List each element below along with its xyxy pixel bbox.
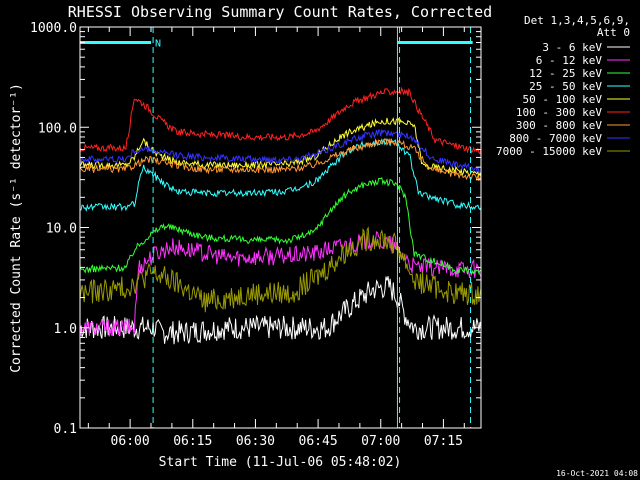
legend-label: 6 - 12 keV [536, 54, 603, 67]
legend-label: 50 - 100 keV [523, 93, 603, 106]
y-tick-label: 10.0 [46, 222, 77, 237]
legend-label: 3 - 6 keV [542, 41, 602, 54]
x-axis-label: Start Time (11-Jul-06 05:48:02) [159, 455, 402, 470]
series-line-5 [79, 86, 482, 155]
x-tick-label: 07:15 [424, 434, 463, 449]
axes: 0.1 1.0 10.0 100.0 1000.0 06:00 06:15 06:30 06:4… [30, 21, 481, 449]
y-tick-label: 1.0 [54, 322, 77, 337]
series-line-6 [79, 137, 482, 182]
series-layer [79, 86, 482, 345]
y-axis-label: Corrected Count Rate (s⁻¹ detector⁻¹) [9, 83, 24, 373]
legend-label: 800 - 7000 keV [509, 132, 602, 145]
series-line-8 [79, 226, 482, 313]
x-tick-label: 07:00 [361, 434, 400, 449]
series-line-2 [79, 177, 482, 277]
x-tick-label: 06:45 [299, 434, 338, 449]
observing-bar-label-0: N [155, 39, 161, 50]
legend-label: 25 - 50 keV [529, 80, 602, 93]
x-tick-label: 06:15 [173, 434, 212, 449]
x-tick-label: 06:00 [111, 434, 150, 449]
series-line-3 [79, 137, 482, 213]
y-tick-label: 100.0 [38, 121, 77, 136]
y-tick-label: 1000.0 [30, 21, 77, 36]
x-tick-label: 06:30 [236, 434, 275, 449]
legend-label: 12 - 25 keV [529, 67, 602, 80]
legend-label: 7000 - 15000 keV [496, 145, 602, 158]
chart-title: RHESSI Observing Summary Count Rates, Co… [68, 3, 492, 21]
series-line-0 [79, 276, 482, 345]
footer-date: 16-Oct-2021 04:08 [556, 469, 638, 478]
legend-header-line-1: Det 1,3,4,5,6,9, [524, 14, 630, 27]
legend-label: 300 - 800 keV [516, 119, 602, 132]
y-tick-label: 0.1 [54, 422, 77, 437]
legend-header-line-2: Att 0 [597, 26, 630, 39]
series-line-7 [79, 128, 481, 174]
series-line-1 [79, 230, 482, 337]
legend-label: 100 - 300 keV [516, 106, 602, 119]
